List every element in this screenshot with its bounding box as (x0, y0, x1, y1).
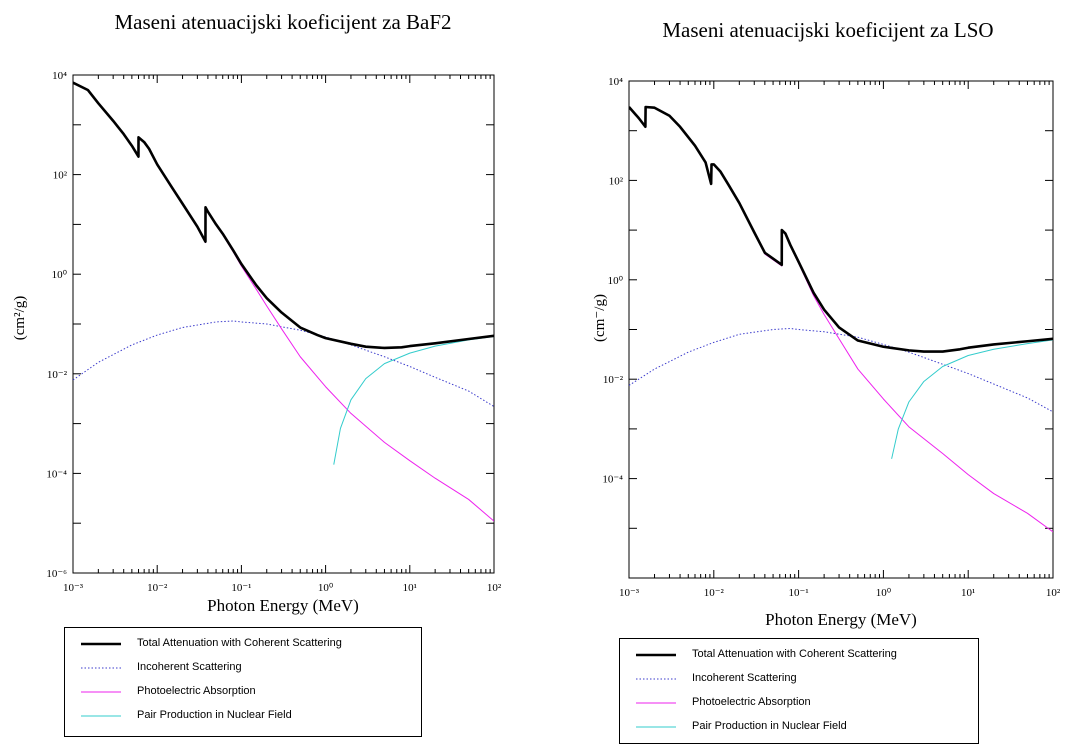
legend-swatch (636, 678, 676, 680)
chart-legend: Total Attenuation with Coherent Scatteri… (619, 638, 979, 744)
y-tick-label: 10⁻² (603, 374, 624, 386)
legend-swatch (81, 715, 121, 717)
legend-label: Incoherent Scattering (692, 672, 797, 684)
legend-item: Total Attenuation with Coherent Scatteri… (620, 645, 978, 665)
x-tick-label: 10¹ (403, 582, 417, 594)
legend-item: Pair Production in Nuclear Field (65, 706, 421, 726)
series-line (629, 106, 1053, 533)
y-tick-label: 10⁴ (52, 70, 67, 82)
x-tick-label: 10² (487, 582, 502, 594)
legend-swatch (81, 691, 121, 693)
y-tick-label: 10² (609, 175, 624, 187)
y-tick-label: 10⁻⁶ (46, 568, 67, 580)
y-tick-label: 10⁻⁴ (602, 474, 623, 486)
chart-title: Maseni atenuacijski koeficijent za LSO (662, 18, 994, 42)
legend-label: Photoelectric Absorption (692, 696, 811, 708)
legend-label: Pair Production in Nuclear Field (137, 709, 292, 721)
chart-panel-lso: Maseni atenuacijski koeficijent za LSO 1… (534, 0, 1068, 744)
legend-label: Incoherent Scattering (137, 661, 242, 673)
y-tick-label: 10² (53, 170, 68, 182)
legend-label: Photoelectric Absorption (137, 685, 256, 697)
x-axis-label: Photon Energy (MeV) (207, 596, 359, 615)
y-tick-label: 10⁴ (608, 76, 623, 88)
x-tick-label: 10¹ (961, 587, 975, 599)
legend-item: Total Attenuation with Coherent Scatteri… (65, 634, 421, 654)
series-line (629, 327, 1053, 413)
series-line (629, 105, 1053, 353)
y-tick-label: 10⁻² (47, 369, 68, 381)
legend-item: Incoherent Scattering (65, 658, 421, 678)
x-tick-label: 10⁻³ (619, 587, 640, 599)
x-tick-label: 10⁻³ (63, 582, 84, 594)
chart-title: Maseni atenuacijski koeficijent za BaF2 (114, 10, 452, 34)
legend-item: Photoelectric Absorption (65, 682, 421, 702)
x-tick-label: 10² (1046, 587, 1061, 599)
series-line (73, 82, 494, 522)
legend-label: Pair Production in Nuclear Field (692, 720, 847, 732)
y-tick-label: 10⁰ (608, 275, 624, 287)
plot-frame (72, 74, 495, 574)
legend-item: Photoelectric Absorption (620, 693, 978, 713)
series-line (891, 339, 1053, 459)
legend-swatch (81, 642, 121, 646)
legend-swatch (81, 667, 121, 669)
chart-plot: 10⁻³ 10⁻² 10⁻¹ 10⁰ 10¹ 10² 10⁻⁶ 10⁻⁴ 10⁻² 10⁰ 10² 1… (12, 70, 502, 615)
legend-item: Incoherent Scattering (620, 669, 978, 689)
y-axis-label: (cm⁻/g) (592, 294, 608, 342)
legend-item: Pair Production in Nuclear Field (620, 717, 978, 737)
x-tick-label: 10⁻¹ (231, 582, 251, 594)
series-line (73, 320, 494, 407)
legend-label: Total Attenuation with Coherent Scatteri… (692, 648, 897, 660)
legend-swatch (636, 726, 676, 728)
chart-legend: Total Attenuation with Coherent Scatteri… (64, 627, 422, 737)
y-tick-label: 10⁰ (52, 269, 68, 281)
legend-swatch (636, 702, 676, 704)
x-tick-label: 10⁻¹ (789, 587, 809, 599)
legend-swatch (636, 653, 676, 657)
x-tick-label: 10⁰ (318, 582, 334, 594)
x-tick-label: 10⁻² (147, 582, 168, 594)
chart-plot: 10⁻³ 10⁻² 10⁻¹ 10⁰ 10¹ 10² 10⁻⁴ 10⁻² 10⁰ 10² 10⁴ Ph… (592, 76, 1061, 629)
x-axis-label: Photon Energy (MeV) (765, 610, 917, 629)
chart-panel-baf2: Maseni atenuacijski koeficijent za BaF2 … (12, 10, 502, 737)
x-tick-label: 10⁻² (704, 587, 725, 599)
y-axis-label: (cm²/g) (12, 296, 28, 340)
x-tick-label: 10⁰ (876, 587, 892, 599)
legend-label: Total Attenuation with Coherent Scatteri… (137, 637, 342, 649)
y-tick-label: 10⁻⁴ (46, 468, 67, 480)
series-line (333, 336, 494, 465)
series-line (73, 81, 494, 350)
